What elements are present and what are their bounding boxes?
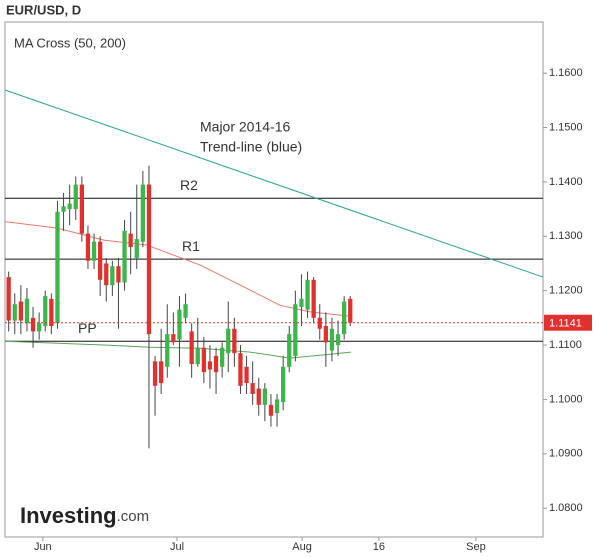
candle-body [348,298,353,323]
candle-body [244,366,249,384]
moving-average [4,221,351,317]
y-tick-label: 1.0900 [549,448,583,460]
level-label: R1 [182,238,200,254]
y-tick-label: 1.1500 [549,121,583,133]
candle-body [79,184,84,234]
candle-body [189,331,194,365]
candle-body [159,361,164,384]
candle-body [12,304,17,321]
candle-body [104,263,109,286]
candle-body [238,353,243,386]
candle-body [329,328,335,351]
candle-body [256,388,261,405]
chart-title: EUR/USD, D [6,2,81,17]
y-tick-label: 1.1300 [549,230,583,242]
candle-body [311,279,316,318]
candle-body [146,184,152,335]
x-tick-label: 16 [373,541,385,553]
plot-frame [4,21,544,538]
annotation: Trend-line (blue) [200,139,302,155]
candle-body [171,334,176,343]
y-tick-label: 1.1200 [549,285,583,297]
candle-body [98,241,103,280]
candle-body [91,241,97,261]
candle-body [195,347,200,365]
candle-body [232,328,237,354]
x-tick-label: Jul [170,541,184,553]
candle-body [30,317,36,332]
candle-body [140,184,145,242]
candle-body [128,233,133,248]
candle-body [55,211,60,324]
logo-text: Investing [20,503,117,528]
logo-suffix: .com [117,508,150,525]
candle-body [335,334,341,346]
candle-body [207,361,213,370]
candle-body [85,233,91,261]
candle-body [281,366,286,403]
candle-body [250,383,255,394]
candle-body [67,203,72,210]
y-tick-label: 1.1100 [549,339,582,351]
x-tick-label: Sep [466,541,486,553]
candle-body [152,361,158,386]
candle-body [323,325,328,343]
candle-body [18,301,23,321]
candle-body [342,301,347,335]
candle-body [305,279,310,310]
moving-average [4,340,351,359]
y-tick-label: 1.1600 [549,67,583,79]
candle-body [268,404,274,416]
candle-body [183,304,188,318]
candle-body [262,388,267,405]
logo: Investing.com [20,503,149,528]
candle-body [317,317,322,329]
candle-body [177,309,182,340]
level-label: PP [78,320,97,336]
last-price-label: 1.1141 [549,318,582,330]
candle-body [287,334,292,367]
candle-body [73,184,78,210]
candle-body [49,298,54,326]
candle-body [226,328,231,354]
candle-body [213,355,219,373]
annotation: Major 2014-16 [200,119,290,135]
candle-body [201,347,206,373]
candle-body [37,323,42,332]
candle-body [293,304,298,356]
candle-body [6,277,11,321]
candle-body [122,230,127,283]
candle-body [165,334,170,367]
x-tick-label: Aug [292,541,312,553]
candle-body [24,298,30,324]
candle-body [299,298,304,307]
candle-body [116,266,121,283]
last-price-box [544,314,592,331]
y-tick-label: 1.0800 [549,502,583,514]
chart-subtitle: MA Cross (50, 200) [14,35,126,50]
candle-body [274,399,280,414]
x-tick-label: Jun [34,541,52,553]
candle-body [134,238,139,259]
trend-line [4,89,544,278]
candle-body [61,206,66,212]
candle-body [110,266,115,286]
candle-body [43,296,48,326]
level-label: R2 [180,177,198,193]
y-tick-label: 1.1400 [549,176,583,188]
y-tick-label: 1.1000 [549,393,583,405]
candle-body [220,347,225,367]
